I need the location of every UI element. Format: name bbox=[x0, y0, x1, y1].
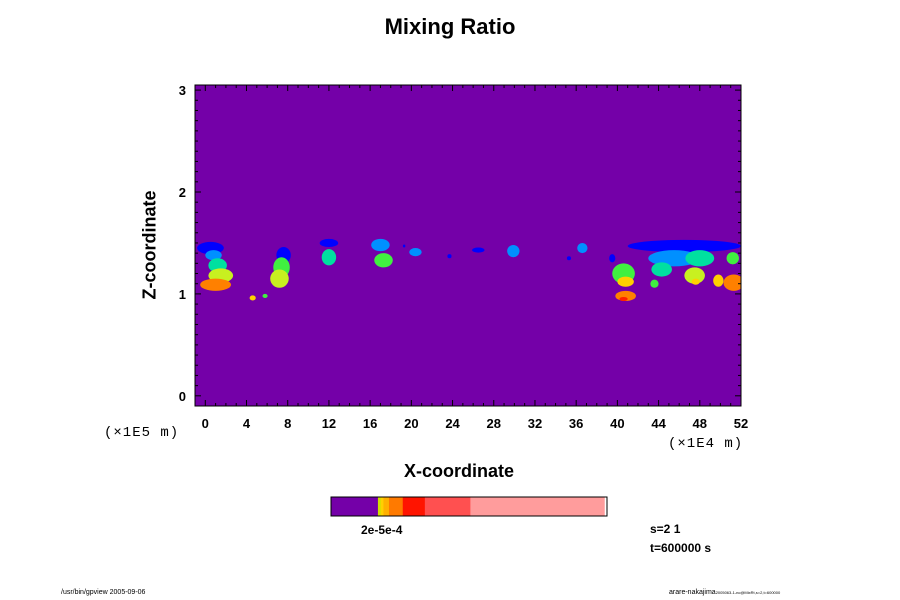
field-blob bbox=[713, 274, 724, 287]
field-blob bbox=[650, 279, 659, 288]
colorbar-segment bbox=[331, 497, 379, 516]
field-blob bbox=[319, 238, 339, 248]
x-tick-label: 52 bbox=[734, 416, 748, 431]
field-blob bbox=[685, 250, 715, 267]
colorbar-segment bbox=[470, 497, 605, 516]
colorbar-segment bbox=[388, 497, 404, 516]
field-blob bbox=[374, 253, 393, 268]
colorbar-segment bbox=[383, 497, 390, 516]
x-tick-label: 16 bbox=[363, 416, 377, 431]
field-blob bbox=[627, 239, 741, 253]
colorbar-label: 2e-5e-4 bbox=[361, 523, 403, 537]
field-blob bbox=[249, 295, 256, 301]
x-tick-label: 32 bbox=[528, 416, 542, 431]
field-blob bbox=[200, 278, 232, 291]
colorbar-segment bbox=[380, 497, 384, 516]
footer-left: /usr/bin/gpview 2005-09-06 bbox=[61, 589, 146, 596]
field-blob bbox=[321, 249, 337, 266]
colorbar-frame bbox=[330, 496, 608, 517]
x-tick-label: 4 bbox=[243, 416, 251, 431]
y-tick-label: 0 bbox=[179, 389, 186, 404]
t-label: t=600000 s bbox=[650, 541, 712, 555]
y-tick-label: 1 bbox=[179, 287, 186, 302]
field-blob bbox=[566, 256, 572, 261]
field-blob bbox=[205, 250, 222, 261]
colorbar-segment bbox=[377, 497, 382, 516]
plot-frame bbox=[194, 84, 742, 407]
x-tick-label: 40 bbox=[610, 416, 624, 431]
y-axis-label: Z-coordinate bbox=[139, 190, 160, 300]
field-blob bbox=[472, 247, 485, 253]
field-blob bbox=[270, 269, 289, 288]
x-tick-label: 0 bbox=[202, 416, 209, 431]
field-blob bbox=[648, 250, 700, 267]
x-unit-label: (×1E4 m) bbox=[668, 436, 744, 452]
footer-right: arare-nakajima2005063-1-nc@MixRt,s=2,t=6… bbox=[669, 589, 780, 596]
x-tick-label: 8 bbox=[284, 416, 291, 431]
x-tick-label: 20 bbox=[404, 416, 418, 431]
field-blob bbox=[507, 244, 520, 258]
field-blob bbox=[262, 293, 268, 298]
y-tick-label: 2 bbox=[179, 185, 186, 200]
field-blob bbox=[447, 254, 452, 259]
x-tick-label: 44 bbox=[651, 416, 666, 431]
field-blob bbox=[577, 242, 588, 254]
x-tick-label: 28 bbox=[487, 416, 501, 431]
field-blob bbox=[402, 244, 406, 248]
field-blob bbox=[409, 248, 422, 257]
footer-right-main: arare-nakajima bbox=[669, 589, 716, 596]
x-tick-label: 48 bbox=[693, 416, 707, 431]
s-label: s=2 1 bbox=[650, 522, 681, 536]
z-unit-label: (×1E5 m) bbox=[104, 425, 180, 441]
chart-title: Mixing Ratio bbox=[384, 14, 516, 39]
x-tick-label: 12 bbox=[322, 416, 336, 431]
field-blob bbox=[609, 254, 616, 263]
x-tick-label: 24 bbox=[445, 416, 460, 431]
y-tick-label: 3 bbox=[179, 83, 186, 98]
field-blob bbox=[684, 267, 705, 284]
field-blob bbox=[691, 278, 700, 285]
field-blob bbox=[726, 252, 739, 265]
field-blob bbox=[651, 262, 672, 277]
footer-right-small: 2005063-1-nc@MixRt,s=2,t=600000 bbox=[715, 590, 781, 595]
field-blob bbox=[619, 296, 628, 302]
x-axis-label: X-coordinate bbox=[404, 461, 515, 481]
colorbar-segment bbox=[402, 497, 426, 516]
field-blob bbox=[371, 238, 390, 252]
x-tick-label: 36 bbox=[569, 416, 583, 431]
field-blob bbox=[723, 274, 741, 291]
field-blob bbox=[617, 276, 634, 287]
colorbar bbox=[330, 496, 608, 517]
colorbar-segment bbox=[424, 497, 471, 516]
mixing-ratio-field bbox=[197, 238, 741, 302]
